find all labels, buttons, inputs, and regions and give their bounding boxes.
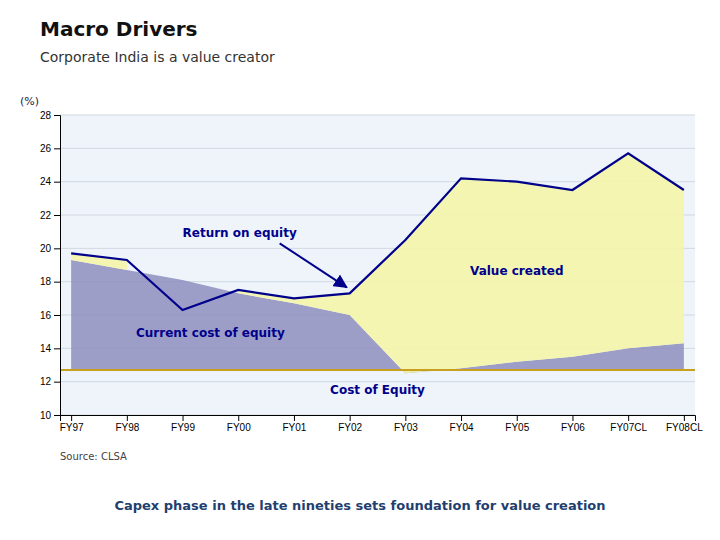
subtitle: Corporate India is a value creator: [40, 49, 275, 65]
x-tick-label: FY04: [450, 422, 474, 433]
y-tick-mark: [54, 182, 60, 183]
x-tick-label: FY97: [60, 422, 84, 433]
y-tick: 22: [40, 210, 60, 221]
y-tick-mark: [54, 282, 60, 283]
x-tick: FY08CL: [666, 415, 703, 433]
cost-of-equity-line: [60, 369, 695, 371]
x-tick: FY99: [171, 415, 195, 433]
y-tick: 26: [40, 143, 60, 154]
x-tick-label: FY03: [394, 422, 418, 433]
y-tick-mark: [54, 148, 60, 149]
y-tick: 10: [40, 410, 60, 421]
y-axis: 10 12 14 16 18 20 22 24 26 28: [40, 110, 61, 421]
value-created-annotation: Value created: [470, 264, 563, 278]
y-tick-label: 12: [40, 376, 52, 387]
y-tick: 28: [40, 110, 60, 121]
x-tick: FY00: [227, 415, 251, 433]
x-tick: FY05: [505, 415, 529, 433]
y-tick-label: 24: [40, 176, 52, 187]
x-tick: FY01: [282, 415, 306, 433]
x-tick: FY07CL: [610, 415, 647, 433]
roe-line: [71, 153, 684, 310]
x-tick-label: FY02: [338, 422, 362, 433]
y-tick-label: 22: [40, 210, 52, 221]
x-tick-mark: [294, 415, 295, 421]
x-tick-mark: [461, 415, 462, 421]
data-marks: [60, 153, 695, 373]
y-tick-mark: [54, 382, 60, 383]
grid: [60, 115, 695, 415]
x-tick-mark: [628, 415, 629, 421]
roe-annotation: Return on equity: [183, 226, 297, 240]
y-axis-line: [54, 116, 61, 416]
x-tick: FY03: [394, 415, 418, 433]
x-tick: FY04: [450, 415, 474, 433]
x-tick-mark: [183, 415, 184, 421]
y-tick: 14: [40, 343, 60, 354]
x-tick: FY06: [561, 415, 585, 433]
x-tick: FY02: [338, 415, 362, 433]
x-tick-label: FY00: [227, 422, 251, 433]
y-tick-label: 10: [40, 410, 52, 421]
grid-line: [60, 115, 695, 116]
x-tick-mark: [572, 415, 573, 421]
x-tick-label: FY01: [282, 422, 306, 433]
y-tick: 20: [40, 243, 60, 254]
x-axis: FY97 FY98 FY99 FY00 FY01 FY02 FY03 FY04 FY05 FY06…: [60, 415, 703, 433]
x-axis-line: [61, 416, 696, 422]
x-tick-label: FY99: [171, 422, 195, 433]
y-label: (%): [20, 95, 39, 108]
y-tick-label: 14: [40, 343, 52, 354]
y-tick-mark: [54, 415, 60, 416]
y-tick-label: 20: [40, 243, 52, 254]
x-tick-mark: [684, 415, 685, 421]
x-tick-mark: [71, 415, 72, 421]
y-tick-mark: [54, 215, 60, 216]
y-tick: 12: [40, 376, 60, 387]
y-tick-label: 18: [40, 276, 52, 287]
x-tick-label: FY07CL: [610, 422, 647, 433]
x-tick-label: FY06: [561, 422, 585, 433]
y-tick-label: 16: [40, 310, 52, 321]
x-tick-mark: [405, 415, 406, 421]
plot-background: [60, 115, 695, 415]
y-tick-mark: [54, 115, 60, 116]
footer: Capex phase in the late nineties sets fo…: [114, 498, 605, 513]
x-tick-label: FY98: [115, 422, 139, 433]
chart: Macro Drivers Corporate India is a value …: [0, 0, 720, 540]
plot: FY97 FY98 FY99 FY00 FY01 FY02 FY03 FY04 FY05 FY06…: [20, 95, 703, 433]
x-tick-mark: [517, 415, 518, 421]
title: Macro Drivers: [40, 17, 198, 41]
source: Source: CLSA: [60, 451, 127, 462]
x-tick-label: FY05: [505, 422, 529, 433]
y-tick-label: 28: [40, 110, 52, 121]
roe-arrow: [280, 243, 347, 287]
current-cost-annotation: Current cost of equity: [136, 326, 285, 340]
y-tick-mark: [54, 248, 60, 249]
x-tick: FY97: [60, 415, 84, 433]
x-tick-label: FY08CL: [666, 422, 703, 433]
x-tick-mark: [350, 415, 351, 421]
y-tick-mark: [54, 315, 60, 316]
y-tick: 24: [40, 176, 60, 187]
y-tick: 18: [40, 276, 60, 287]
x-tick: FY98: [115, 415, 139, 433]
x-tick-mark: [127, 415, 128, 421]
x-tick-mark: [238, 415, 239, 421]
y-tick-mark: [54, 348, 60, 349]
y-tick: 16: [40, 310, 60, 321]
grid-line: [60, 148, 695, 149]
y-tick-label: 26: [40, 143, 52, 154]
cost-of-equity-annotation: Cost of Equity: [330, 383, 425, 397]
value-created-area: [71, 153, 684, 373]
